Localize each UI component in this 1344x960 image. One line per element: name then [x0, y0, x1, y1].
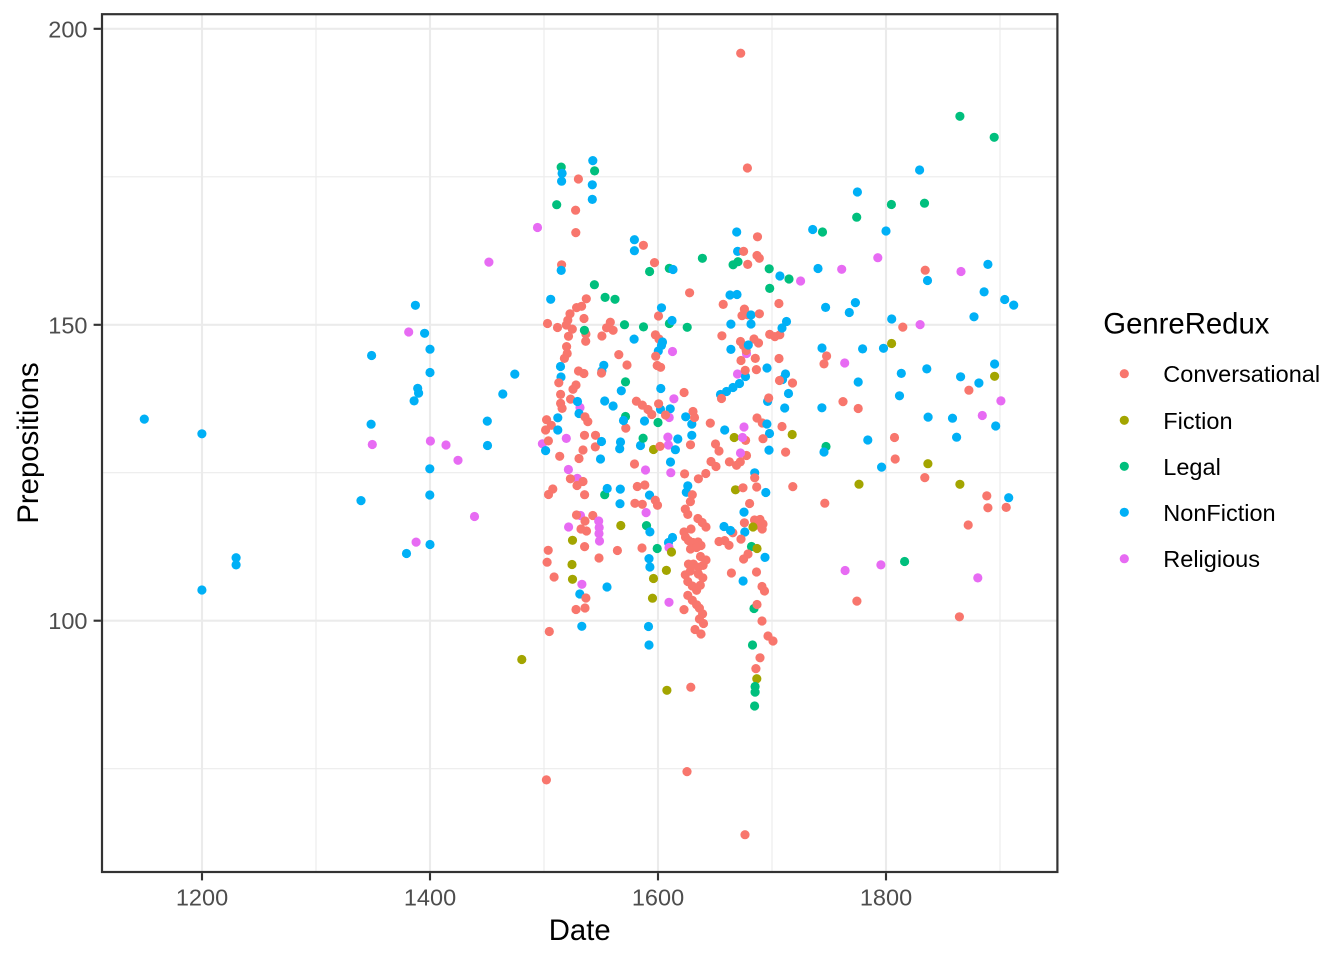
svg-text:150: 150 — [48, 312, 87, 338]
svg-text:1400: 1400 — [404, 885, 456, 911]
svg-text:1600: 1600 — [632, 885, 684, 911]
svg-text:Conversational: Conversational — [1163, 361, 1320, 387]
svg-text:1200: 1200 — [176, 885, 228, 911]
svg-text:200: 200 — [48, 16, 87, 42]
svg-text:GenreRedux: GenreRedux — [1103, 307, 1269, 340]
svg-text:Fiction: Fiction — [1163, 408, 1232, 434]
svg-text:NonFiction: NonFiction — [1163, 500, 1275, 526]
svg-text:Date: Date — [549, 914, 611, 947]
svg-text:1800: 1800 — [860, 885, 912, 911]
svg-text:Legal: Legal — [1163, 454, 1221, 480]
svg-text:Religious: Religious — [1163, 546, 1260, 572]
svg-text:Prepositions: Prepositions — [12, 362, 45, 523]
svg-text:100: 100 — [48, 608, 87, 634]
